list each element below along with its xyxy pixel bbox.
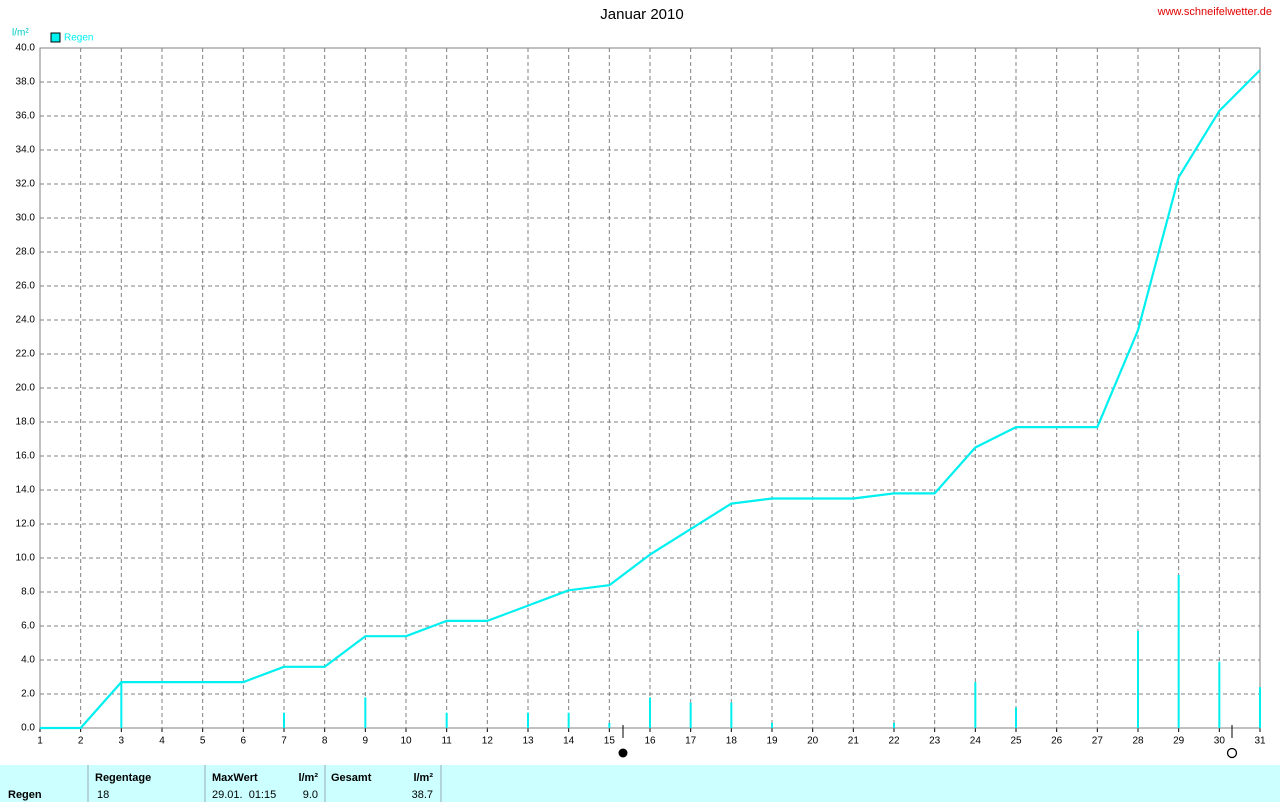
x-tick-label: 28 [1132, 736, 1144, 747]
y-tick-label: 40.0 [16, 43, 36, 54]
y-tick-label: 20.0 [16, 383, 36, 394]
chart-title: Januar 2010 [600, 6, 683, 23]
x-tick-label: 17 [685, 736, 697, 747]
bar [1218, 661, 1221, 728]
table-header: MaxWert [212, 772, 258, 784]
new-moon-icon [1226, 747, 1238, 759]
x-tick-label: 23 [929, 736, 941, 747]
bar [1177, 575, 1180, 728]
y-tick-label: 10.0 [16, 553, 36, 564]
bar [649, 697, 651, 728]
y-tick-label: 36.0 [16, 111, 36, 122]
x-tick-label: 9 [363, 736, 369, 747]
x-tick-label: 21 [848, 736, 860, 747]
legend-swatch [50, 32, 61, 43]
y-tick-label: 18.0 [16, 417, 36, 428]
x-tick-label: 29 [1173, 736, 1185, 747]
x-tick-label: 11 [441, 736, 452, 747]
table-header: Regentage [95, 772, 151, 784]
bar [364, 697, 367, 728]
x-tick-label: 14 [563, 736, 575, 747]
y-tick-label: 34.0 [16, 145, 36, 156]
x-tick-label: 27 [1092, 736, 1104, 747]
bar [445, 712, 448, 728]
table-value: 29.01. 01:15 [212, 789, 276, 801]
x-tick-label: 13 [522, 736, 534, 747]
table-value: 38.7 [412, 789, 433, 801]
y-tick-label: 30.0 [16, 213, 36, 224]
x-tick-label: 26 [1051, 736, 1063, 747]
x-tick-label: 24 [970, 736, 982, 747]
x-tick-label: 31 [1254, 736, 1266, 747]
x-tick-label: 15 [604, 736, 616, 747]
bar [1137, 631, 1139, 728]
bar [283, 712, 285, 728]
x-tick-label: 25 [1010, 736, 1022, 747]
y-tick-label: 28.0 [16, 247, 36, 258]
x-tick-label: 18 [726, 736, 738, 747]
y-tick-label: 12.0 [16, 519, 36, 530]
y-tick-label: 4.0 [21, 655, 35, 666]
x-tick-label: 6 [241, 736, 247, 747]
plot: 0.0 2.0 4.0 6.0 8.0 10.0 12.0 14.0 16.0 18.0 20.0 2… [16, 32, 1266, 747]
x-tick-label: 12 [482, 736, 494, 747]
x-tick-label: 4 [159, 736, 165, 747]
x-tick-label: 8 [322, 736, 328, 747]
bar [974, 682, 977, 728]
x-tick-label: 3 [119, 736, 125, 747]
y-tick-label: 0.0 [21, 723, 35, 734]
bar [689, 702, 692, 728]
y-tick-label: 16.0 [16, 451, 36, 462]
y-tick-label: 22.0 [16, 349, 36, 360]
full-moon-icon [618, 748, 628, 758]
summary-table: Regen Regentage 18 MaxWert l/m² 29.01. 0… [0, 765, 1280, 802]
bar [1015, 707, 1017, 728]
x-tick-label: 1 [37, 736, 43, 747]
bar [771, 722, 773, 728]
bar [567, 712, 570, 728]
y-tick-label: 6.0 [21, 621, 35, 632]
table-value: 9.0 [303, 789, 318, 801]
source: www.schneifelwetter.de [1157, 6, 1272, 18]
x-tick-label: 16 [644, 736, 656, 747]
table-unit: l/m² [298, 772, 318, 784]
table-unit: l/m² [413, 772, 433, 784]
x-tick-label: 20 [807, 736, 819, 747]
line [40, 69, 1261, 730]
table-background [0, 765, 1280, 802]
x-tick-label: 30 [1214, 736, 1226, 747]
x-tick-label: 19 [766, 736, 778, 747]
row-label: Regen [8, 789, 42, 801]
y-tick-label: 32.0 [16, 179, 36, 190]
bar [120, 682, 123, 728]
bar [608, 722, 611, 728]
legend-label: Regen [64, 33, 93, 44]
x-tick-label: 22 [888, 736, 900, 747]
x-tick-label: 7 [281, 736, 287, 747]
bar [1259, 687, 1261, 728]
y-tick-label: 38.0 [16, 77, 36, 88]
y-tick-label: 24.0 [16, 315, 36, 326]
table-value: 18 [97, 789, 109, 801]
y-axis-label: l/m² [12, 28, 29, 39]
y-tick-label: 14.0 [16, 485, 36, 496]
y-tick-label: 2.0 [21, 689, 35, 700]
y-tick-label: 26.0 [16, 281, 36, 292]
table-header: Gesamt [331, 772, 372, 784]
bar [527, 712, 529, 728]
bar [893, 722, 895, 728]
bar [730, 702, 733, 728]
x-tick-label: 5 [200, 736, 206, 747]
x-tick-label: 2 [78, 736, 84, 747]
y-tick-label: 8.0 [21, 587, 35, 598]
x-tick-label: 10 [400, 736, 412, 747]
